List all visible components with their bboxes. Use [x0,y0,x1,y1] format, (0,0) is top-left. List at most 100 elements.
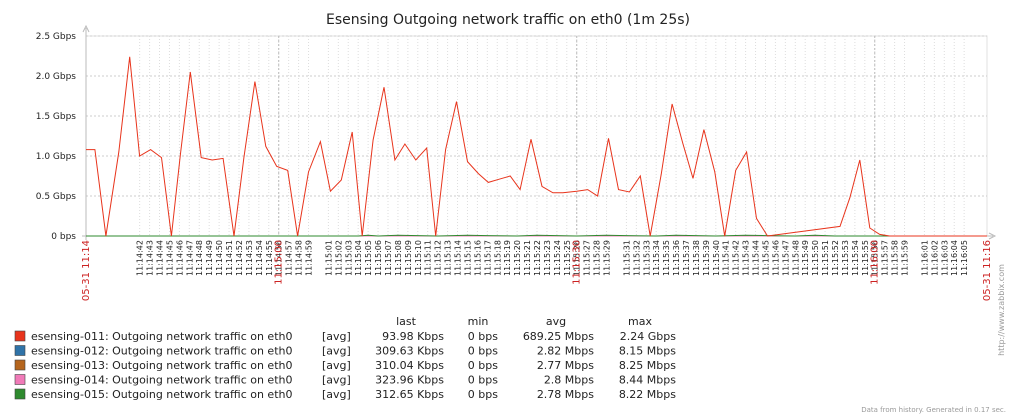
x-tick-label: 11:14:58 [295,240,304,276]
legend-max: 8.15 Mbps [619,345,676,358]
x-tick-label: 11:15:10 [414,240,423,276]
x-tick-label: 11:15:14 [454,240,463,276]
legend-header-avg: avg [546,315,566,328]
x-tick-label: 11:15:41 [722,240,731,276]
x-tick-label: 11:15:29 [603,240,612,276]
x-tick-label: 11:15:51 [821,240,830,276]
legend-last: 93.98 Kbps [382,330,444,343]
x-tick-label: 11:14:50 [215,240,224,276]
x-axis: 11:14:42 11:14:43 11:14:44 11:14:45 11:14:46… [81,232,997,301]
legend-avg: 2.78 Mbps [537,388,594,401]
x-tick-label: 11:14:49 [205,240,214,276]
x-tick-label: 11:15:35 [662,240,671,276]
x-tick-label: 11:15:45 [761,240,770,276]
legend-series-name: esensing-011: Outgoing network traffic o… [31,330,292,343]
x-tick-label: 11:15:54 [851,240,860,276]
legend-series-name: esensing-014: Outgoing network traffic o… [31,374,292,387]
legend-min: 0 bps [468,388,498,401]
x-tick-label: 11:15:09 [404,240,413,276]
legend-min: 0 bps [468,374,498,387]
x-tick-label: 11:15:58 [891,240,900,276]
x-tick-label: 11:15:15 [463,240,472,276]
x-tick-label: 11:15:39 [702,240,711,276]
x-tick-label: 11:14:43 [146,240,155,276]
x-axis-arrow [988,232,997,240]
legend-max: 2.24 Gbps [620,330,676,343]
x-tick-label: 11:14:56 [275,240,284,276]
y-tick-label: 1.5 Gbps [36,112,77,122]
x-tick-label: 11:15:34 [652,240,661,276]
x-tick-label: 11:15:55 [861,240,870,276]
x-tick-label: 11:15:11 [424,240,433,276]
legend-series-name: esensing-015: Outgoing network traffic o… [31,388,292,401]
x-tick-label: 11:15:17 [483,240,492,276]
x-tick-label: 11:15:49 [801,240,810,276]
x-tick-label: 11:14:51 [225,240,234,276]
x-tick-label: 11:14:48 [195,240,204,276]
legend-header-max: max [628,315,652,328]
x-tick-label: 11:15:28 [593,240,602,276]
y-tick-label: 1.0 Gbps [36,152,77,162]
x-tick-label: 11:16:05 [960,240,969,276]
y-axis: 0 bps 0.5 Gbps 1.0 Gbps 1.5 Gbps 2.0 Gbps 2.5… [36,24,90,242]
legend-min: 0 bps [468,345,498,358]
x-tick-label: 11:15:52 [831,240,840,276]
legend-series-name: esensing-013: Outgoing network traffic o… [31,359,292,372]
chart-grid [85,35,988,237]
x-tick-label: 11:15:33 [642,240,651,276]
legend-function: [avg] [322,330,351,343]
x-tick-label: 11:15:12 [434,240,443,276]
x-tick-label: 11:15:38 [692,240,701,276]
legend-swatch [14,359,26,371]
legend-max: 8.25 Mbps [619,359,676,372]
x-tick-label: 11:15:07 [384,240,393,276]
x-tick-label: 11:14:59 [305,240,314,276]
x-tick-label: 11:14:42 [136,240,145,276]
footer-note: Data from history. Generated in 0.17 sec… [861,406,1006,414]
x-tick-label: 11:15:05 [364,240,373,276]
x-tick-label: 11:15:40 [712,240,721,276]
x-tick-label: 11:15:56 [871,240,880,276]
x-tick-label: 11:15:31 [622,240,631,276]
x-tick-label: 11:15:27 [583,240,592,276]
x-tick-label: 11:15:53 [841,240,850,276]
x-tick-label: 11:15:57 [881,240,890,276]
x-tick-label: 11:14:57 [285,240,294,276]
legend-function: [avg] [322,374,351,387]
x-tick-label: 11:15:48 [791,240,800,276]
x-tick-label: 11:15:25 [563,240,572,276]
legend-min: 0 bps [468,330,498,343]
x-tick-label: 11:15:44 [752,240,761,276]
x-tick-label: 11:16:04 [950,240,959,276]
legend-swatch [14,345,26,356]
x-tick-label: 11:15:19 [503,240,512,276]
x-tick-label: 11:15:26 [573,240,582,276]
x-tick-label: 11:15:36 [672,240,681,276]
x-tick-label: 11:16:01 [920,240,929,276]
watermark: http://www.zabbix.com [997,264,1006,356]
legend-avg: 689.25 Mbps [523,330,594,343]
legend-last: 312.65 Kbps [375,388,444,401]
x-tick-label: 11:14:44 [156,240,165,276]
x-tick-label: 11:15:16 [473,240,482,276]
x-tick-label: 11:15:06 [374,240,383,276]
x-tick-label: 11:15:37 [682,240,691,276]
x-tick-label: 11:16:02 [930,240,939,276]
x-major-label: 11:15:30 [572,240,583,285]
x-major-label: 11:16:00 [870,240,881,285]
series-line [86,56,987,237]
x-tick-label: 11:14:45 [165,240,174,276]
legend-function: [avg] [322,359,351,372]
x-tick-label: 11:15:32 [632,240,641,276]
x-tick-label: 11:15:50 [811,240,820,276]
legend-header-min: min [468,315,489,328]
legend-header-last: last [396,315,417,328]
x-tick-label: 11:14:47 [185,240,194,276]
legend-last: 309.63 Kbps [375,345,444,358]
x-tick-label: 11:14:53 [245,240,254,276]
legend-last: 310.04 Kbps [375,359,444,372]
x-tick-label: 11:15:59 [901,240,910,276]
x-start-label: 05-31 11:14 [81,240,92,301]
x-tick-label: 11:15:13 [444,240,453,276]
